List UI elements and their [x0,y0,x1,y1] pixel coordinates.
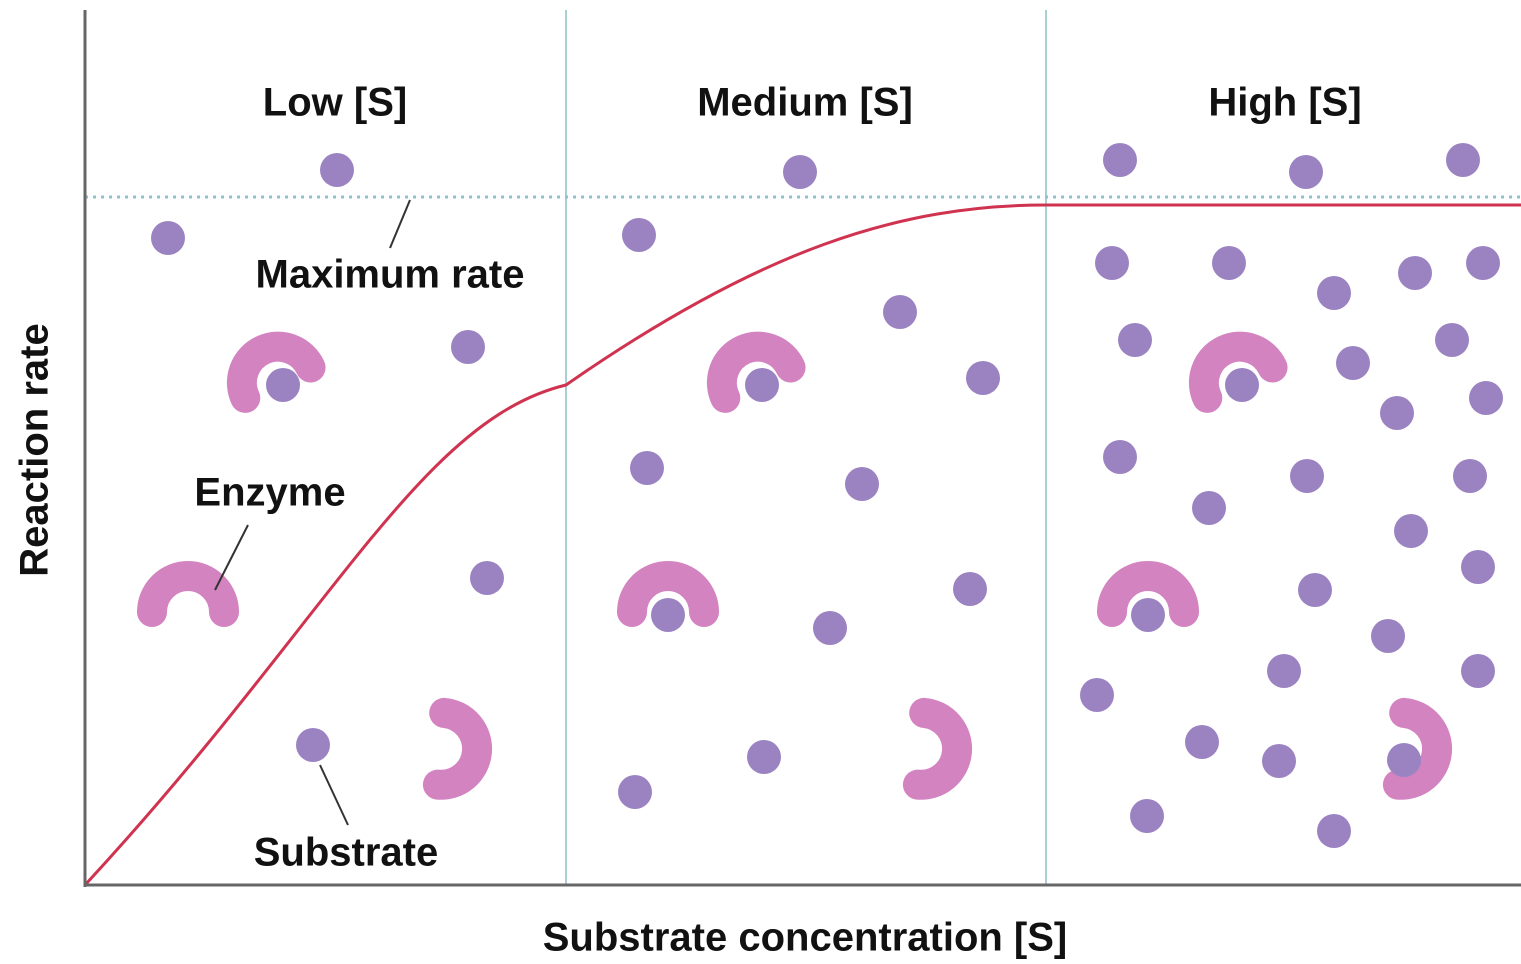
substrate [1466,246,1500,280]
substrate [1317,276,1351,310]
substrate [451,330,485,364]
panel-label: High [S] [1208,81,1361,125]
panel-label: Low [S] [263,81,407,125]
substrate [1446,143,1480,177]
substrate [1131,598,1165,632]
leader-line [389,199,411,249]
substrate [1453,459,1487,493]
substrate [1387,743,1421,777]
substrate [1118,323,1152,357]
substrate [747,740,781,774]
substrate [1290,459,1324,493]
callout: Substrate [254,831,439,875]
substrate [1298,573,1332,607]
substrate [1461,550,1495,584]
substrate [1317,814,1351,848]
substrate [470,561,504,595]
substrate [1469,381,1503,415]
substrate [1267,654,1301,688]
enzyme [1097,561,1199,627]
leader-line [214,524,249,591]
substrate [1095,246,1129,280]
substrate [1289,155,1323,189]
substrate [813,611,847,645]
substrate [953,572,987,606]
substrate [883,295,917,329]
substrate [1336,346,1370,380]
substrate [630,451,664,485]
substrate [1225,368,1259,402]
substrate [1394,514,1428,548]
y-axis-label: Reaction rate [13,323,57,576]
enzyme [137,561,239,627]
substrate [1192,491,1226,525]
substrate [320,153,354,187]
substrate [266,368,300,402]
substrate [1398,256,1432,290]
substrate [1435,323,1469,357]
substrate [1185,725,1219,759]
enzyme [617,561,719,627]
substrate [151,221,185,255]
substrate [1371,619,1405,653]
panel-label: Medium [S] [697,81,913,125]
callout: Maximum rate [256,253,525,297]
substrate [622,218,656,252]
rate-curve [83,203,1521,887]
substrate [1262,744,1296,778]
substrate [1130,799,1164,833]
substrate [296,728,330,762]
substrate [1212,246,1246,280]
x-axis-label: Substrate concentration [S] [543,916,1068,960]
substrate [1080,678,1114,712]
substrate [1103,143,1137,177]
enzyme [1382,697,1453,800]
callout: Enzyme [194,471,345,515]
substrate [783,155,817,189]
particles [137,143,1503,848]
enzyme [422,697,493,800]
substrate [651,598,685,632]
substrate [1380,396,1414,430]
substrate [745,368,779,402]
substrate [1103,440,1137,474]
substrate [618,775,652,809]
enzyme [902,697,973,800]
enzyme [1188,331,1288,413]
enzyme [706,331,806,413]
enzyme [226,331,326,413]
substrate [845,467,879,501]
substrate [1461,654,1495,688]
substrate [966,361,1000,395]
leader-line [319,764,349,826]
